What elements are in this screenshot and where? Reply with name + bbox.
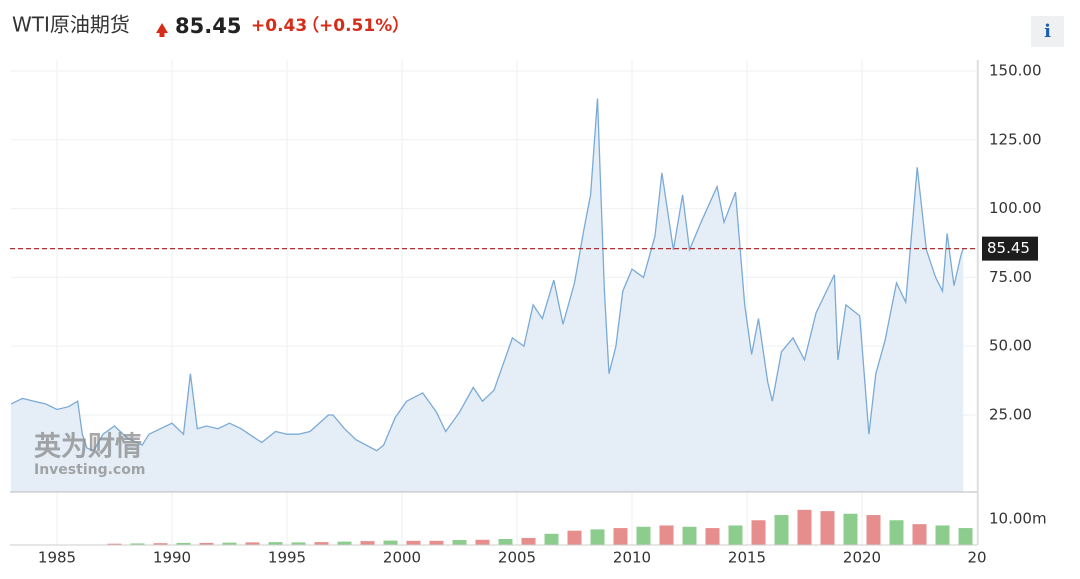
volume-bar <box>406 540 421 545</box>
volume-bar <box>130 543 145 545</box>
volume-bar <box>682 526 697 545</box>
volume-bar <box>475 539 490 545</box>
change: +0.43 <box>251 16 307 36</box>
volume-bar <box>774 515 789 545</box>
x-tick-label: 1995 <box>268 549 306 567</box>
volume-bar <box>383 540 398 545</box>
x-tick-label: 2010 <box>613 549 651 567</box>
x-tick-label: 1990 <box>153 549 191 567</box>
volume-bar <box>360 541 375 545</box>
volume-bar <box>636 526 651 545</box>
x-tick-label: 20 <box>967 549 986 567</box>
volume-bar <box>889 520 904 545</box>
volume-bar <box>291 542 306 545</box>
volume-bar <box>797 509 812 545</box>
volume-bar <box>429 540 444 545</box>
up-arrow <box>156 23 168 37</box>
watermark-cn: 英为财情 <box>34 432 142 463</box>
y-tick-label: 100.00 <box>989 199 1042 217</box>
plot: 1985 1990 1995 2000 2005 2010 2015 2020 2025.005… <box>10 60 1047 567</box>
volume-bar <box>452 540 467 545</box>
volume-bar <box>153 543 168 545</box>
volume-bar <box>567 530 582 545</box>
volume-bar <box>751 520 766 545</box>
price: 85.45 <box>175 14 241 38</box>
y-tick-label: 75.00 <box>989 268 1032 286</box>
volume-bar <box>337 541 352 545</box>
x-tick-label: 2005 <box>498 549 536 567</box>
x-tick-label: 2015 <box>728 549 766 567</box>
volume-bar <box>268 542 283 545</box>
volume-bar <box>728 525 743 545</box>
area-fill <box>11 98 964 492</box>
y-tick-label: 50.00 <box>989 337 1032 355</box>
volume-bar <box>245 542 260 545</box>
volume-bar <box>912 524 927 545</box>
volume-bar <box>935 525 950 545</box>
y-tick-label: 150.00 <box>989 62 1042 80</box>
y-tick-label: 25.00 <box>989 405 1032 423</box>
info-icon[interactable]: i <box>1044 21 1051 42</box>
last-price-label: 85.45 <box>987 239 1030 257</box>
volume-bar <box>659 525 674 545</box>
title: WTI原油期货 <box>12 13 130 37</box>
y-tick-label: 125.00 <box>989 130 1042 148</box>
volume-bar <box>521 537 536 545</box>
last-price-box <box>982 236 1038 261</box>
volume-bar <box>314 542 329 545</box>
price-line <box>10 98 964 452</box>
volume-bar <box>705 528 720 545</box>
volume-tick-label: 10.00m <box>989 509 1047 527</box>
volume-bar <box>498 539 513 545</box>
volume-bar <box>222 542 237 545</box>
x-tick-label: 2020 <box>843 549 881 567</box>
volume-bar <box>843 513 858 545</box>
change-pct: （+0.51%） <box>302 15 409 36</box>
watermark-en: Investing.com <box>34 462 145 478</box>
volume-bar <box>107 543 122 545</box>
volume-bar <box>613 528 628 545</box>
volume-bar <box>820 511 835 545</box>
info-button[interactable] <box>1031 16 1064 47</box>
volume-bar <box>544 533 559 545</box>
volume-bar <box>590 529 605 545</box>
volume-bar <box>866 515 881 545</box>
x-tick-label: 1985 <box>38 549 76 567</box>
volume-bar <box>958 528 973 545</box>
x-tick-label: 2000 <box>383 549 421 567</box>
volume-bar <box>199 542 214 545</box>
volume-bar <box>176 542 191 545</box>
